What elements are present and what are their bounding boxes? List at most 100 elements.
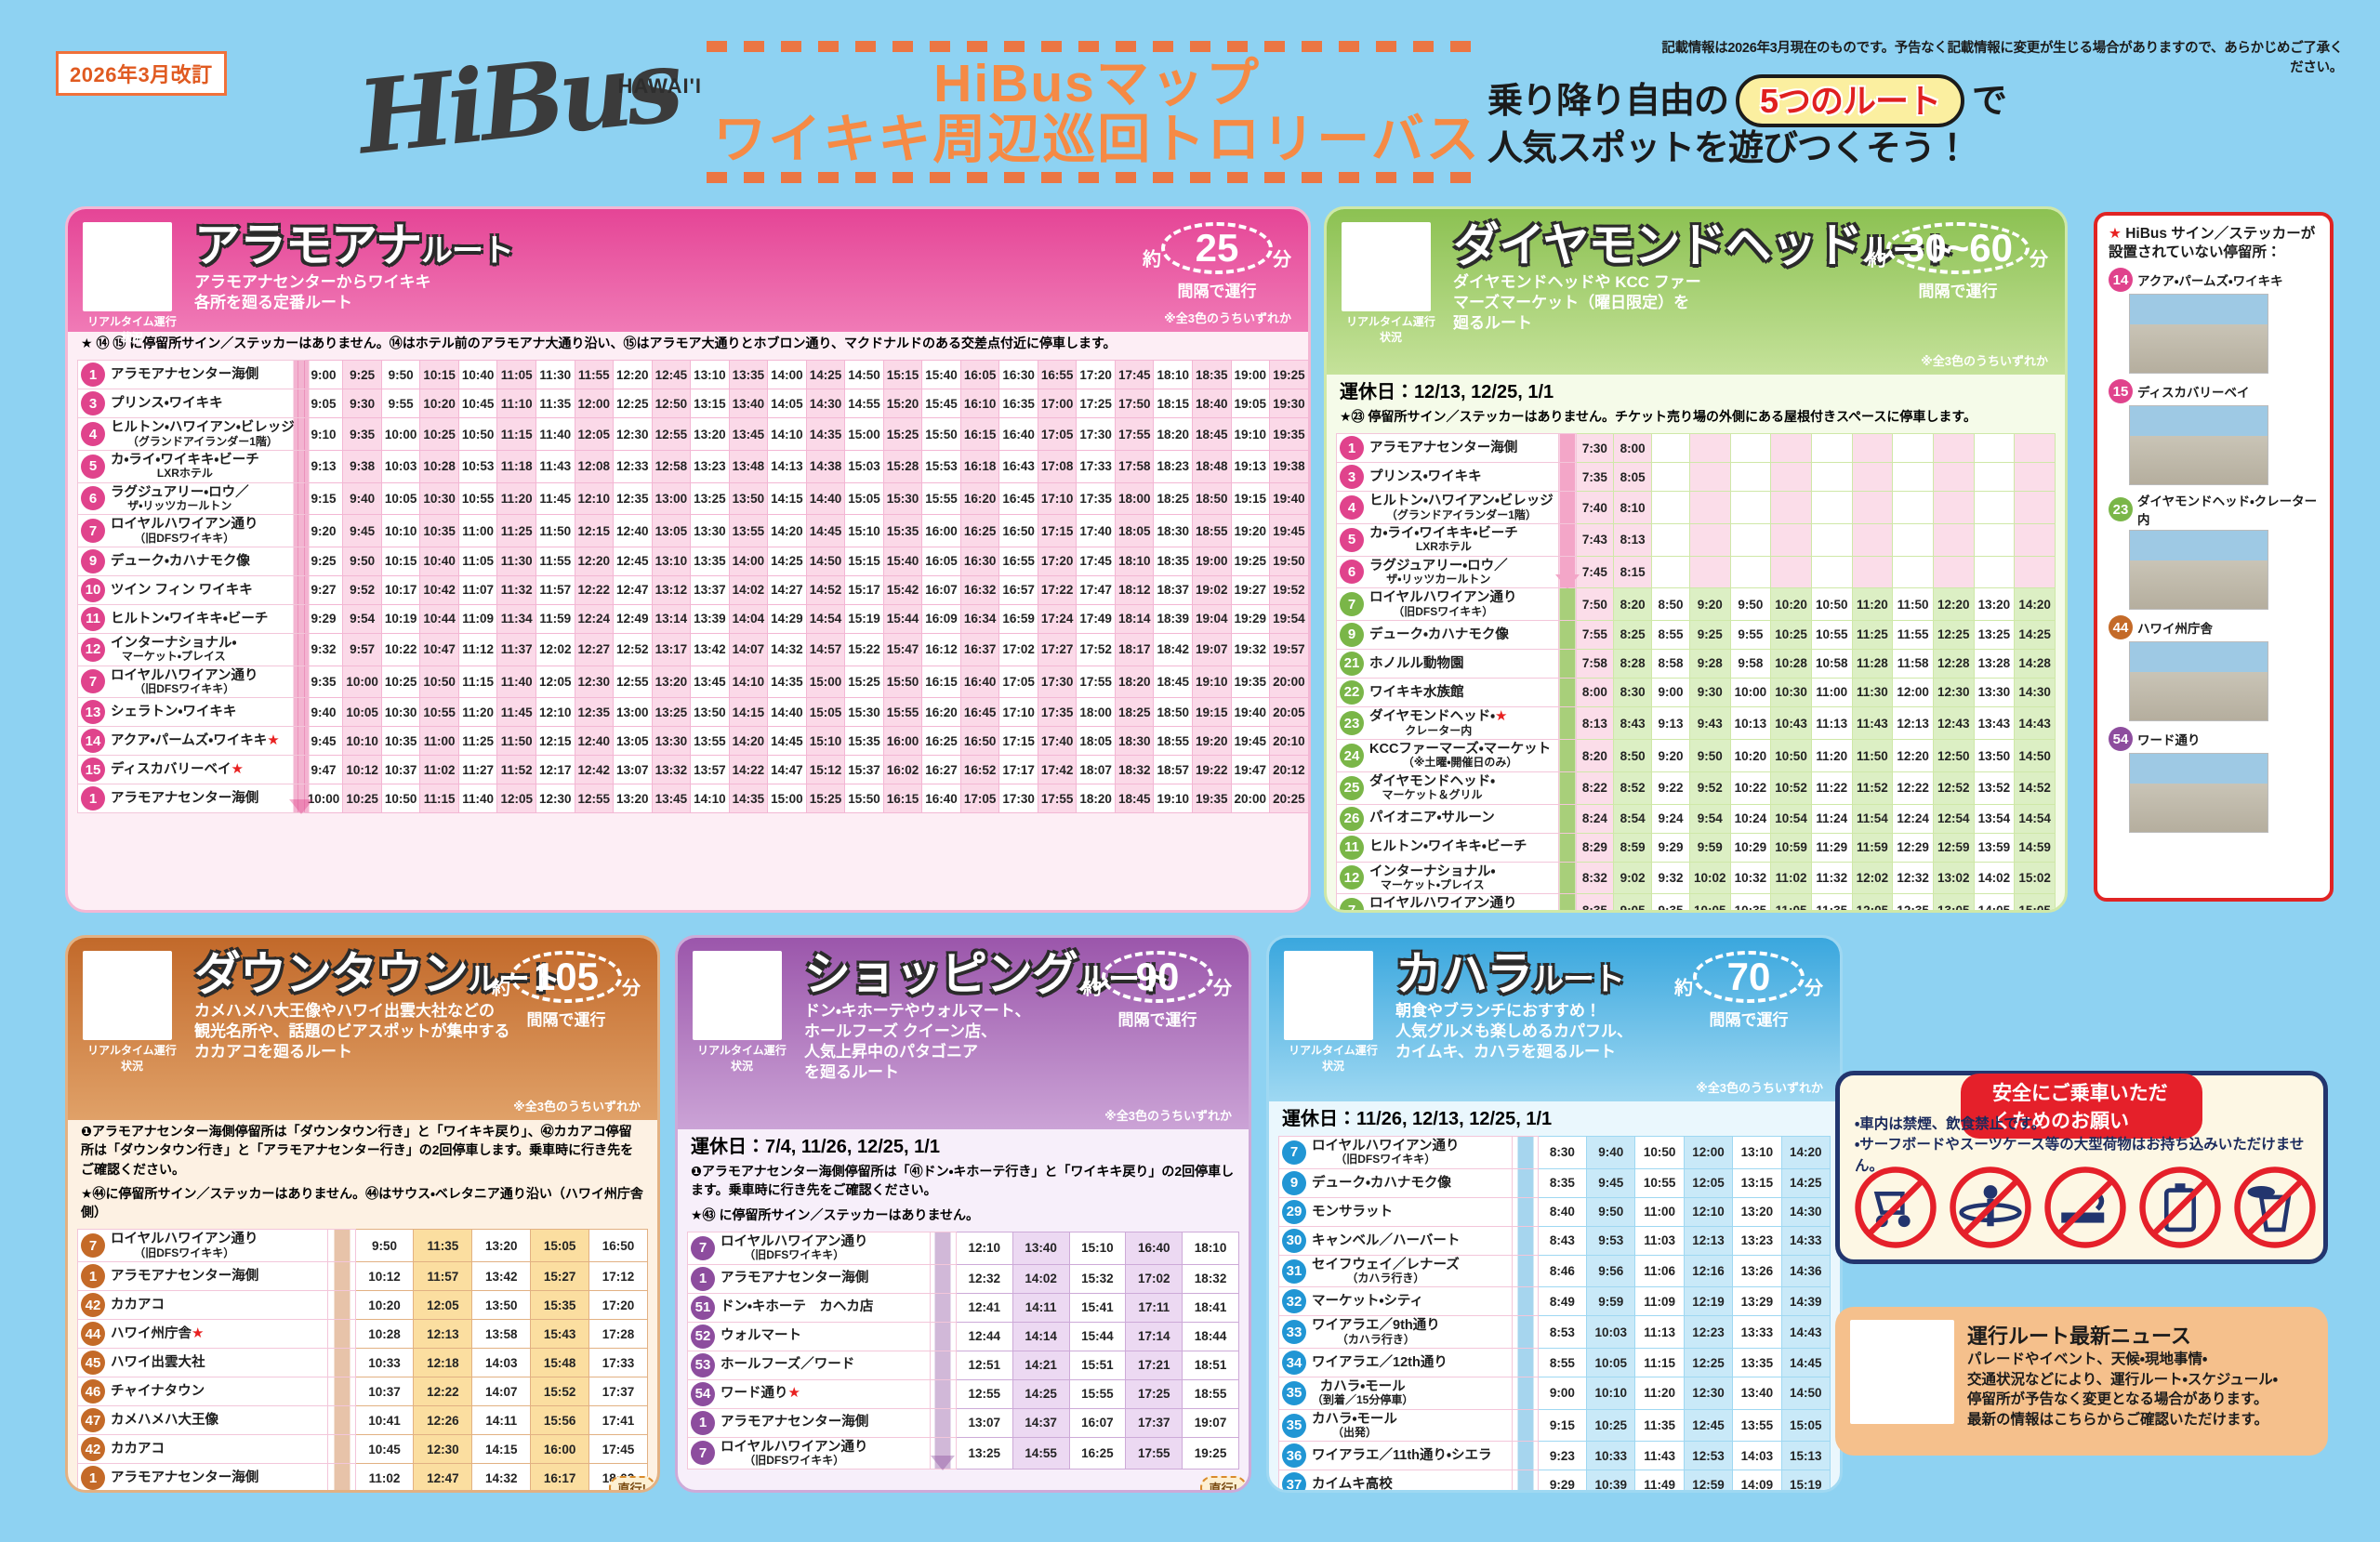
route-subtitle-line: カイムキ、カハラを廻るルート <box>1395 1043 1616 1061</box>
stop-number-badge: 7 <box>81 519 105 544</box>
direction-arrow-cell <box>293 449 310 483</box>
time-cell: 14:25 <box>805 360 846 390</box>
direction-arrow-cell <box>929 1292 957 1323</box>
time-cell: 15:20 <box>882 389 923 419</box>
time-cell: 11:50 <box>535 514 575 547</box>
time-cell: 19:40 <box>1269 481 1308 516</box>
realtime-qr-code-kahala[interactable] <box>1284 951 1373 1040</box>
direction-arrow <box>1517 1349 1534 1377</box>
stop-number-badge: 35 <box>1282 1413 1306 1438</box>
stop-cell: 4 ヒルトン・ハワイアン・ビレッジ （グランドアイランダー1階） <box>1336 491 1559 524</box>
time-cell: 8:20 <box>1613 587 1653 621</box>
direction-arrow-cell <box>929 1231 957 1265</box>
time-cell: 17:55 <box>1125 1436 1183 1470</box>
time-cell: 13:10 <box>690 360 730 390</box>
time-cell: 13:55 <box>728 514 769 547</box>
direction-arrow <box>334 1435 350 1464</box>
time-cell: 8:05 <box>1613 462 1653 493</box>
time-cell: 9:00 <box>303 360 344 390</box>
time-cell: 20:25 <box>1307 665 1308 699</box>
stop-label: ワード通り <box>2137 733 2201 748</box>
time-cell <box>1892 462 1934 493</box>
stop-number-badge: 1 <box>1340 436 1364 461</box>
direction-arrow <box>1517 1137 1534 1168</box>
stop-cell: 9 デューク・カハナモク像 <box>1336 619 1559 650</box>
direction-arrow <box>1517 1287 1534 1316</box>
realtime-qr-code-diamondhead[interactable] <box>1342 222 1431 311</box>
time-cell: 11:06 <box>1634 1254 1685 1288</box>
direction-arrow-cell <box>1557 893 1577 910</box>
stop-number-badge: 35 <box>1282 1380 1306 1405</box>
time-cell: 9:27 <box>303 574 344 605</box>
time-cell: 9:13 <box>1651 705 1690 741</box>
time-cell: 10:25 <box>1770 619 1812 650</box>
time-cell: 12:05 <box>535 665 575 699</box>
time-cell: 16:15 <box>959 417 1000 451</box>
time-cell: 18:00 <box>1076 697 1116 728</box>
time-cell: 11:35 <box>413 1229 473 1263</box>
time-cell: 10:00 <box>1729 677 1772 707</box>
time-cell: 11:43 <box>1851 705 1894 741</box>
star-icon: ★ <box>2109 226 2122 242</box>
stop-label: アラモアナセンター海側 <box>721 1415 869 1430</box>
time-cell: 12:58 <box>651 449 692 483</box>
time-cell: 17:47 <box>1076 574 1116 605</box>
five-routes-badge: 5つのルート <box>1736 74 1965 127</box>
time-cell: 8:30 <box>1613 677 1653 707</box>
route-note-1: ❶アラモアナセンター海側停留所は「㊶ドン・キホーテ行き」と「ワイキキ戻り」の2回… <box>691 1164 1235 1198</box>
time-cell: 17:28 <box>588 1319 648 1350</box>
time-cell: 11:00 <box>419 726 459 757</box>
time-cell: 17:05 <box>1037 417 1078 451</box>
time-cell: 11:43 <box>1634 1441 1685 1471</box>
stop-number-badge: 3 <box>81 391 105 416</box>
time-cell: 17:25 <box>1076 389 1116 419</box>
no-sign-stop-item: 15 ディスカバリーベイ <box>2109 379 2319 486</box>
no-sign-stop-list: 14 アクア・パームズ・ワイキキ 15 ディスカバリーベイ 23 ダイヤモンドヘ… <box>2109 268 2319 834</box>
time-cell: 9:50 <box>1729 587 1772 621</box>
stop-sublabel: マーケット＆グリル <box>1382 788 1483 802</box>
time-cell: 11:00 <box>1810 677 1853 707</box>
table-row: 15 ディスカバリーベイ★ 9:47 10:12 10:37 11:02 11:27 11… <box>77 755 1308 785</box>
stop-cell: 7 ロイヤルハワイアン通り（旧DFSワイキキ） 直行! <box>76 1229 655 1490</box>
stop-label: ラグジュアリー・ロウ／ ザ・リッツカールトン <box>111 484 249 512</box>
stop-number-badge: 22 <box>1340 679 1364 705</box>
time-cell <box>1810 433 1853 464</box>
realtime-qr-code-alamoana[interactable] <box>83 222 172 311</box>
realtime-qr-code-downtown[interactable] <box>83 951 172 1040</box>
time-cell: 19:07 <box>1182 1407 1239 1438</box>
stop-cell: 37 カイムキ高校 <box>1277 1470 1514 1493</box>
time-cell: 8:53 <box>1537 1315 1588 1350</box>
time-cell: 13:30 <box>1973 677 2016 707</box>
time-cell: 11:43 <box>535 449 575 483</box>
time-cell: 17:10 <box>998 697 1038 728</box>
time-cell: 12:19 <box>1683 1286 1734 1317</box>
time-cell: 15:10 <box>805 726 846 757</box>
stop-sublabel: （※土曜・開催日のみ） <box>1402 756 1518 770</box>
news-qr-code[interactable] <box>1850 1320 1954 1424</box>
direction-arrow-cell <box>1557 803 1577 834</box>
tagline-prefix: 乗り降り自由の <box>1488 82 1729 121</box>
no-stroller-icon <box>1855 1166 1937 1248</box>
news-line-1: パレードやイベント、天候・現地事情・ <box>1967 1351 2208 1367</box>
time-cell: 17:12 <box>588 1261 648 1292</box>
time-cell: 8:55 <box>1651 619 1690 650</box>
time-cell: 9:22 <box>1651 771 1690 805</box>
time-cell: 17:58 <box>1114 449 1155 483</box>
stop-label: カイムキ高校 <box>1312 1477 1393 1493</box>
time-cell <box>1851 491 1894 524</box>
time-cell: 13:45 <box>728 417 769 451</box>
time-cell: 15:32 <box>1068 1263 1127 1294</box>
realtime-qr-code-shopping[interactable] <box>693 951 782 1040</box>
time-cell: 11:49 <box>1634 1470 1685 1490</box>
time-cell: 8:43 <box>1537 1225 1588 1256</box>
stop-cell: 11 ヒルトン・ワイキキ・ビーチ <box>1336 832 1559 863</box>
time-cell: 11:15 <box>457 665 498 699</box>
stop-label: マーケット・シティ <box>1312 1294 1424 1310</box>
time-cell: 14:35 <box>728 784 769 814</box>
time-cell: 10:42 <box>419 574 459 605</box>
direction-arrow-cell <box>327 1463 356 1490</box>
time-cell: 10:05 <box>380 481 421 516</box>
time-cell: 10:12 <box>342 755 382 785</box>
time-cell: 9:25 <box>303 546 344 576</box>
time-cell: 15:15 <box>844 546 884 576</box>
